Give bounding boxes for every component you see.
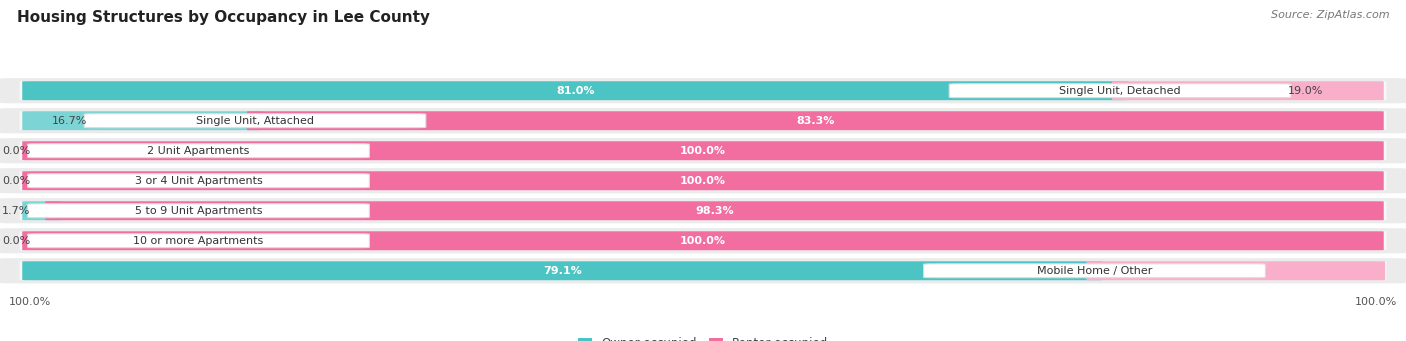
FancyBboxPatch shape bbox=[1112, 81, 1384, 100]
Text: 16.7%: 16.7% bbox=[52, 116, 87, 126]
Text: Mobile Home / Other: Mobile Home / Other bbox=[1036, 266, 1152, 276]
Text: 21.0%: 21.0% bbox=[1216, 266, 1254, 276]
Text: 5 to 9 Unit Apartments: 5 to 9 Unit Apartments bbox=[135, 206, 263, 216]
FancyBboxPatch shape bbox=[0, 198, 1406, 223]
Text: 100.0%: 100.0% bbox=[681, 146, 725, 156]
FancyBboxPatch shape bbox=[20, 261, 1386, 280]
Text: 3 or 4 Unit Apartments: 3 or 4 Unit Apartments bbox=[135, 176, 263, 186]
Text: 10 or more Apartments: 10 or more Apartments bbox=[134, 236, 263, 246]
FancyBboxPatch shape bbox=[20, 231, 1386, 250]
Text: 19.0%: 19.0% bbox=[1288, 86, 1323, 96]
FancyBboxPatch shape bbox=[84, 114, 426, 128]
FancyBboxPatch shape bbox=[20, 171, 1386, 190]
FancyBboxPatch shape bbox=[20, 141, 1386, 160]
Legend: Owner-occupied, Renter-occupied: Owner-occupied, Renter-occupied bbox=[578, 337, 828, 341]
FancyBboxPatch shape bbox=[0, 78, 1406, 103]
FancyBboxPatch shape bbox=[22, 141, 1384, 160]
FancyBboxPatch shape bbox=[0, 108, 1406, 133]
FancyBboxPatch shape bbox=[22, 261, 1102, 280]
FancyBboxPatch shape bbox=[247, 111, 1384, 130]
Text: 0.0%: 0.0% bbox=[1, 146, 31, 156]
Text: 2 Unit Apartments: 2 Unit Apartments bbox=[148, 146, 250, 156]
FancyBboxPatch shape bbox=[1087, 261, 1385, 280]
Text: Single Unit, Attached: Single Unit, Attached bbox=[195, 116, 314, 126]
Text: 1.7%: 1.7% bbox=[1, 206, 31, 216]
Text: 81.0%: 81.0% bbox=[555, 86, 595, 96]
FancyBboxPatch shape bbox=[22, 81, 1128, 100]
FancyBboxPatch shape bbox=[0, 258, 1406, 283]
FancyBboxPatch shape bbox=[22, 171, 1384, 190]
Text: 98.3%: 98.3% bbox=[695, 206, 734, 216]
FancyBboxPatch shape bbox=[22, 111, 263, 130]
FancyBboxPatch shape bbox=[0, 228, 1406, 253]
Text: 100.0%: 100.0% bbox=[681, 176, 725, 186]
FancyBboxPatch shape bbox=[45, 201, 1384, 220]
Text: 83.3%: 83.3% bbox=[796, 116, 835, 126]
FancyBboxPatch shape bbox=[0, 138, 1406, 163]
FancyBboxPatch shape bbox=[924, 264, 1265, 278]
Text: 100.0%: 100.0% bbox=[681, 236, 725, 246]
FancyBboxPatch shape bbox=[28, 204, 370, 218]
FancyBboxPatch shape bbox=[20, 111, 1386, 130]
Text: 0.0%: 0.0% bbox=[1, 236, 31, 246]
FancyBboxPatch shape bbox=[20, 81, 1386, 100]
FancyBboxPatch shape bbox=[28, 144, 370, 158]
Text: 0.0%: 0.0% bbox=[1, 176, 31, 186]
FancyBboxPatch shape bbox=[20, 201, 1386, 220]
Text: 79.1%: 79.1% bbox=[543, 266, 582, 276]
FancyBboxPatch shape bbox=[28, 174, 370, 188]
FancyBboxPatch shape bbox=[28, 234, 370, 248]
FancyBboxPatch shape bbox=[949, 84, 1291, 98]
Text: Source: ZipAtlas.com: Source: ZipAtlas.com bbox=[1271, 10, 1389, 20]
Text: Single Unit, Detached: Single Unit, Detached bbox=[1059, 86, 1181, 96]
Text: Housing Structures by Occupancy in Lee County: Housing Structures by Occupancy in Lee C… bbox=[17, 10, 430, 25]
FancyBboxPatch shape bbox=[0, 168, 1406, 193]
FancyBboxPatch shape bbox=[22, 201, 62, 220]
FancyBboxPatch shape bbox=[22, 231, 1384, 250]
